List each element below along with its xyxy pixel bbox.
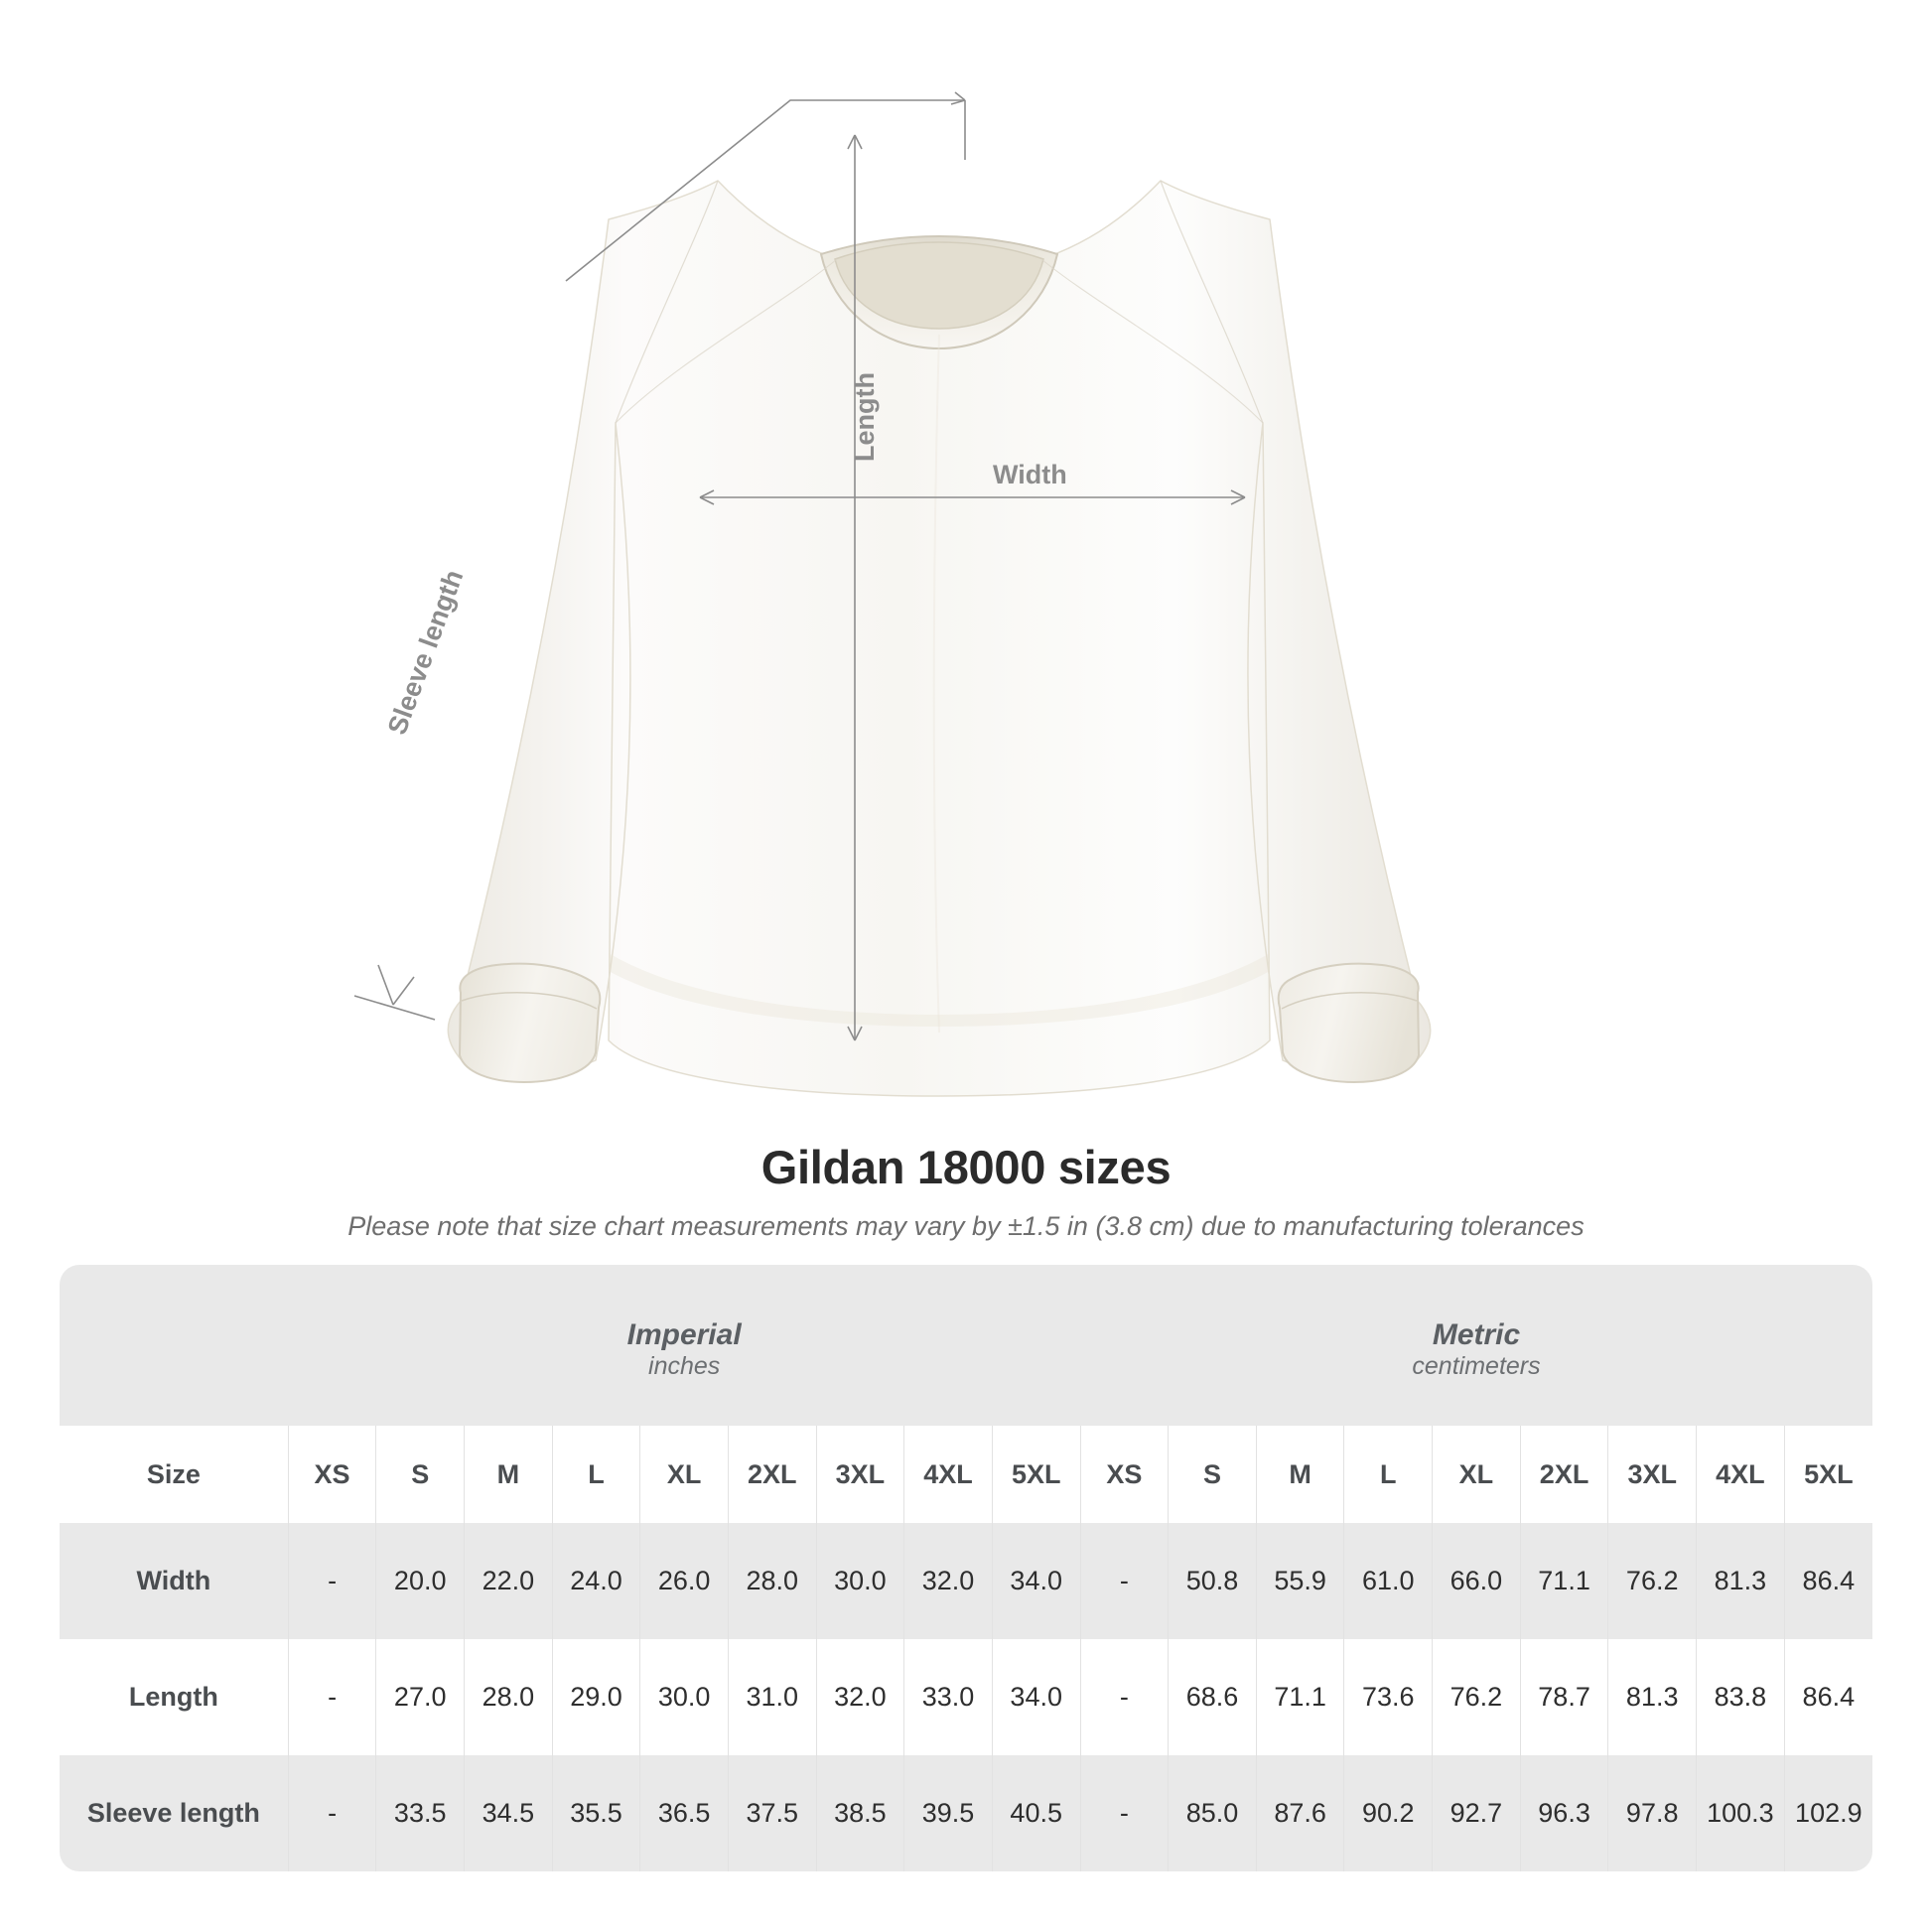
svg-text:Width: Width bbox=[993, 460, 1067, 489]
svg-text:Sleeve length: Sleeve length bbox=[382, 566, 470, 739]
svg-text:Length: Length bbox=[850, 372, 880, 462]
